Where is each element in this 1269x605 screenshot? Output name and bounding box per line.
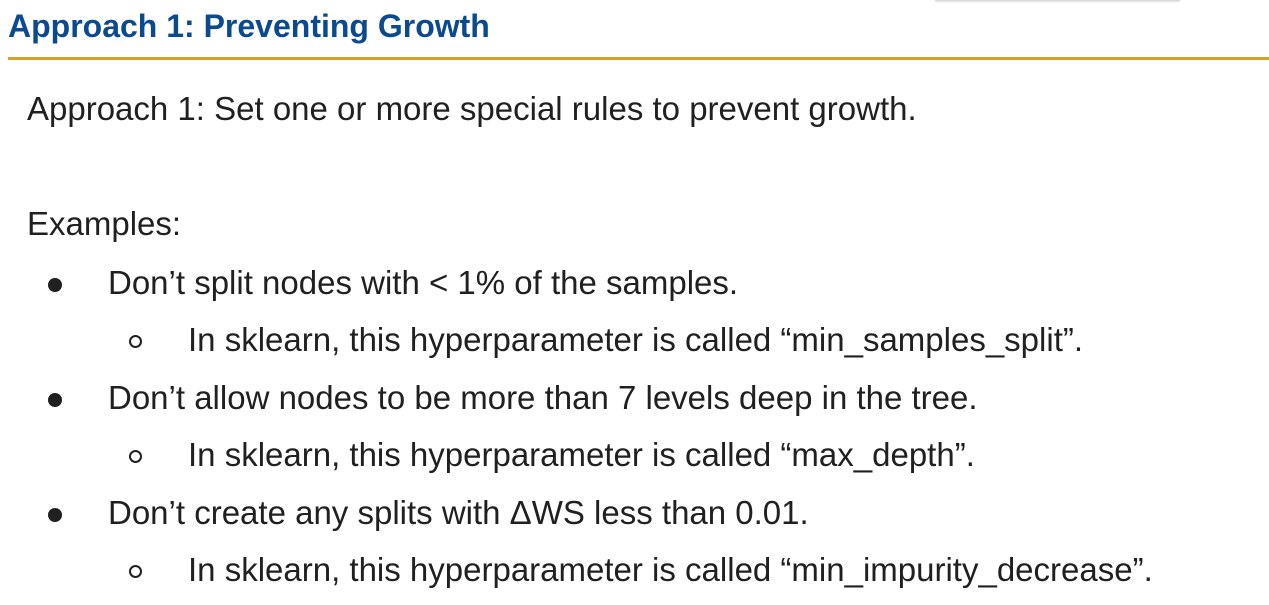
bullet-dot-icon [48, 508, 62, 522]
hollow-circle-icon [129, 335, 142, 348]
hollow-circle-icon [129, 565, 142, 578]
sub-bullet-text: In sklearn, this hyperparameter is calle… [188, 321, 1084, 358]
hollow-circle-icon [129, 450, 142, 463]
bullet-dot-icon [48, 278, 62, 292]
examples-heading: Examples: [27, 205, 182, 242]
bullet-text: Don’t allow nodes to be more than 7 leve… [108, 379, 978, 416]
window-edge-shadow [935, 0, 1180, 3]
slide-title: Approach 1: Preventing Growth [8, 8, 490, 44]
sub-bullet-text: In sklearn, this hyperparameter is calle… [188, 436, 975, 473]
intro-text: Approach 1: Set one or more special rule… [27, 90, 917, 127]
title-underline [8, 57, 1269, 60]
sub-bullet-text: In sklearn, this hyperparameter is calle… [188, 551, 1153, 588]
bullet-text: Don’t create any splits with ΔWS less th… [108, 494, 809, 531]
bullet-text: Don’t split nodes with < 1% of the sampl… [108, 264, 739, 301]
bullet-dot-icon [48, 393, 62, 407]
